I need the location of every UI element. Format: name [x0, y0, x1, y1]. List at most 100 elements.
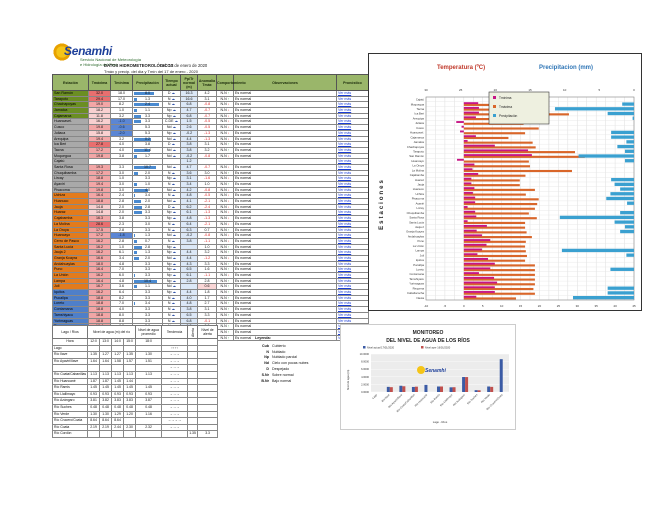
legend-swatch — [493, 105, 496, 108]
forecast-link[interactable]: Ver más — [338, 290, 352, 295]
temp-tick-label: 20 — [538, 304, 542, 308]
table-row: La Unión 16.2 6.0 3.3 Np ☁ 6.1 -1.1 N.N ↓ Es nor… — [52, 272, 369, 279]
temp-tick-label: 0 — [463, 304, 465, 308]
forecast-link[interactable]: Ver más — [338, 125, 352, 130]
river-level-chart: MONITOREO DEL NIVEL DE AGUA DE LOS RÍOS Ni… — [340, 324, 516, 430]
forecast-link[interactable]: Ver más — [338, 176, 352, 181]
forecast-link[interactable]: Ver más — [338, 295, 352, 300]
arrow-down-icon: ↓ — [227, 164, 230, 169]
cloud-icon: ☁ — [171, 187, 177, 192]
sky-code: D — [167, 142, 171, 147]
precipitation-value: 3.3 — [145, 267, 150, 272]
river-level-value: 1.27 — [99, 351, 113, 359]
arrow-down-icon: ↓ — [227, 199, 230, 204]
river-level-bar — [424, 384, 428, 392]
table-row: Huaraz 14.8 2.0 3.3 Np ☁ 6.1 -1.3 N.N ↓ Es norma… — [52, 209, 369, 217]
forecast-link[interactable]: Ver más — [338, 261, 352, 266]
forecast-link[interactable]: Ver más — [338, 255, 352, 260]
sky-code: Np — [166, 113, 172, 118]
forecast-link[interactable]: Ver más — [338, 244, 352, 249]
rain-icon: ☁ — [171, 210, 177, 215]
river-name: Río Coata — [51, 423, 89, 432]
forecast-link[interactable]: Ver más — [338, 199, 352, 204]
river-legend-swatch — [363, 346, 366, 349]
forecast-link[interactable]: Ver más — [338, 216, 352, 221]
precipitation-cell: 3.3 — [132, 118, 163, 126]
forecast-link[interactable]: Ver más — [338, 159, 352, 164]
rain-icon: ☁ — [170, 221, 176, 226]
forecast-link[interactable]: Ver más — [338, 221, 352, 226]
sky-code: Np — [166, 244, 172, 249]
sun-logo-icon — [417, 366, 425, 374]
forecast-link[interactable]: Ver más — [338, 233, 352, 238]
forecast-link[interactable]: Ver más — [338, 164, 352, 169]
table-row: Contamana 18.8 4.0 3.3 N ☁ 3.8 3.1 N.N ↑ Es norm… — [52, 306, 369, 313]
precipitation-cell: 3.3 — [132, 294, 163, 302]
rain-icon: ☁ — [170, 307, 176, 312]
sky-code: Nd — [166, 125, 172, 130]
sky-code: Np — [166, 250, 172, 255]
forecast-link[interactable]: Ver más — [338, 147, 352, 152]
forecast-link[interactable]: Ver más — [338, 307, 352, 312]
forecast-link[interactable]: Ver más — [338, 267, 352, 272]
table-row: Moquegua 19.8 3.8 1.7 Nd ☁ -0.2 -0.8 N.N ↓ Es no… — [52, 152, 369, 160]
forecast-link[interactable]: Ver más — [338, 193, 352, 198]
forecast-link[interactable]: Ver más — [338, 210, 352, 215]
forecast-link[interactable]: Ver más — [338, 91, 352, 96]
column-header: Pp/Tr normal (m) — [180, 74, 198, 91]
forecast-link[interactable]: Ver más — [338, 312, 352, 317]
rain-icon: ☁ — [170, 193, 176, 198]
forecast-link[interactable]: Ver más — [338, 238, 352, 243]
forecast-link[interactable]: Ver más — [338, 136, 352, 141]
tmin-bar — [463, 173, 479, 175]
forecast-link[interactable]: Ver más — [338, 142, 352, 147]
forecast-link[interactable]: Ver más — [338, 227, 352, 232]
river-level-bar — [449, 387, 453, 392]
forecast-link[interactable]: Ver más — [338, 102, 352, 107]
tmin-bar — [463, 111, 479, 114]
forecast-link[interactable]: Ver más — [338, 108, 352, 113]
forecast-link[interactable]: Ver más — [338, 284, 352, 289]
river-level-value: 3.83 — [111, 397, 125, 405]
river-level-value: 2.19 — [87, 423, 101, 432]
forecast-link[interactable]: Ver más — [338, 119, 352, 124]
precipitation-bar — [611, 177, 634, 182]
river-level-value: 1.20 — [123, 410, 137, 419]
precipitation-value: 3.4 — [145, 301, 150, 306]
forecast-link[interactable]: Ver más — [338, 130, 352, 135]
tmin-bar — [456, 121, 464, 123]
forecast-link[interactable]: Ver más — [338, 170, 352, 175]
tmax-bar — [463, 155, 585, 158]
forecast-link[interactable]: Ver más — [338, 153, 352, 158]
tmin-bar — [463, 168, 473, 171]
precipitation-value: 1.1 — [145, 284, 150, 289]
forecast-link[interactable]: Ver más — [338, 318, 352, 323]
arrow-down-icon: ↓ — [227, 210, 230, 215]
precipitation-bar — [624, 149, 634, 153]
forecast-link[interactable]: Ver más — [338, 301, 352, 306]
forecast-link[interactable]: Ver más — [338, 96, 352, 101]
river-name: Río Ilave — [51, 351, 89, 359]
arrow-down-icon: ↓ — [227, 216, 230, 221]
river-level-value: 8.64 — [111, 417, 125, 425]
trend-label: N.N — [220, 250, 228, 255]
forecast-link[interactable]: Ver más — [338, 250, 352, 255]
table-row: Lampa 16.4 4.8 10.4 Np ☁ 2.8 2.8 N.N ↑ Es normal… — [52, 277, 369, 285]
precipitation-cell: 2.0 — [132, 254, 163, 262]
forecast-link[interactable]: Ver más — [338, 278, 352, 283]
sky-code: N — [167, 96, 171, 101]
forecast-link[interactable]: Ver más — [338, 113, 352, 118]
precipitation-cell: 3.3 — [132, 311, 163, 319]
trend-label: N.N — [220, 318, 228, 323]
river-average-value: 1.45 — [135, 384, 163, 392]
station-tick-label: Cusco — [416, 126, 424, 130]
forecast-link[interactable]: Ver más — [338, 187, 352, 192]
forecast-link[interactable]: Ver más — [338, 182, 352, 187]
forecast-link[interactable]: Ver más — [338, 273, 352, 278]
precipitation-value: 1.7 — [145, 153, 150, 158]
precipitation-bar — [134, 188, 149, 192]
river-name — [51, 364, 89, 372]
station-tick-label: Granja Kcayra — [406, 230, 424, 234]
forecast-link[interactable]: Ver más — [338, 204, 352, 209]
trend-label: N.N — [220, 176, 228, 181]
